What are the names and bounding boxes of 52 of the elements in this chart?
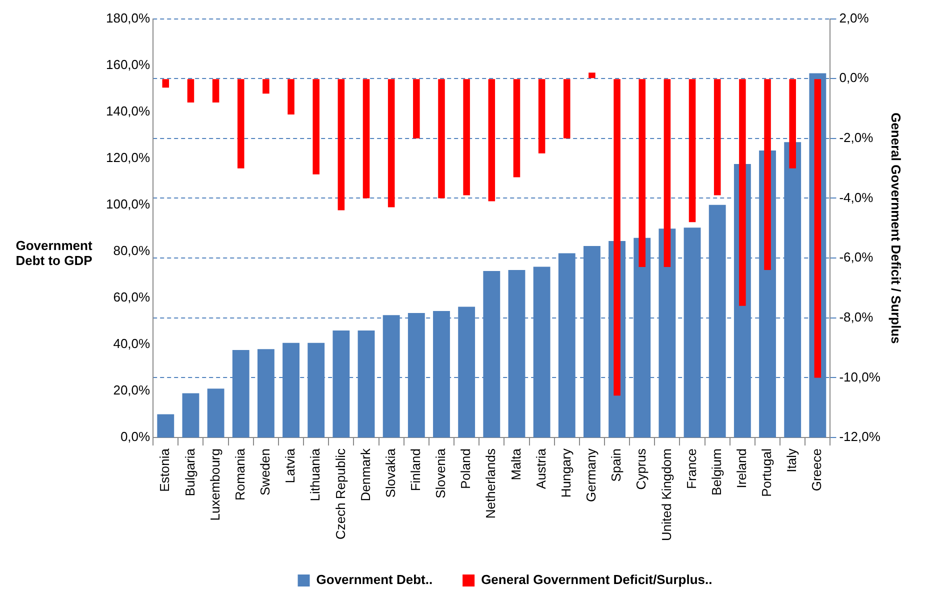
y-tick-label: 100,0% xyxy=(106,196,151,212)
x-tick-label: Hungary xyxy=(558,448,574,498)
x-tick-label: Poland xyxy=(458,448,474,489)
x-tick-label: Luxembourg xyxy=(207,448,222,521)
y2-tick-label: -2,0% xyxy=(839,130,874,146)
y-tick-label: 40,0% xyxy=(113,336,151,352)
x-tick-label: Czech Republic xyxy=(332,448,348,540)
x-tick-label: Netherlands xyxy=(483,448,498,519)
x-tick-label: Finland xyxy=(408,448,423,492)
y-tick-label: 140,0% xyxy=(106,103,151,118)
bar xyxy=(207,388,224,438)
x-tick-label: Malta xyxy=(508,448,524,480)
x-tick-label: Portugal xyxy=(759,448,774,497)
y-tick-label: 80,0% xyxy=(113,242,151,258)
y-tick-label: 20,0% xyxy=(113,382,151,398)
bar xyxy=(157,414,174,438)
x-tick-label: Cyprus xyxy=(634,448,649,490)
x-tick-label: Italy xyxy=(784,448,800,472)
x-tick-label: Greece xyxy=(809,448,824,492)
x-tick-label: Lithuania xyxy=(308,448,323,502)
legend-label: General Government Deficit/Surplus.. xyxy=(481,572,712,588)
x-tick-label: Sweden xyxy=(258,448,273,496)
y-tick-label: 0,0% xyxy=(120,429,151,444)
x-tick-label: Bulgaria xyxy=(182,448,198,496)
y-axis-title: Government Debt to GDP xyxy=(14,238,94,268)
y-tick-label: 60,0% xyxy=(113,290,151,305)
x-tick-label: Estonia xyxy=(157,448,172,492)
y2-tick-label: 0,0% xyxy=(839,70,870,86)
x-tick-label: Slovakia xyxy=(382,448,398,498)
legend-label: Government Debt.. xyxy=(316,572,433,588)
x-tick-label: Denmark xyxy=(358,448,373,502)
x-tick-label: Slovenia xyxy=(433,448,448,498)
y2-tick-label: -6,0% xyxy=(839,250,874,265)
bar xyxy=(182,393,200,438)
x-tick-label: Belgium xyxy=(708,448,724,496)
x-tick-label: Spain xyxy=(608,448,624,482)
y2-tick-label: -8,0% xyxy=(839,309,874,324)
x-tick-label: France xyxy=(684,448,699,489)
y2-tick-label: 2,0% xyxy=(839,10,870,26)
x-tick-label: Romania xyxy=(232,448,248,501)
y2-tick-label: -10,0% xyxy=(839,369,881,384)
x-tick-label: United Kingdom xyxy=(658,448,674,541)
y-tick-label: 120,0% xyxy=(106,150,151,165)
y2-tick-label: -12,0% xyxy=(839,429,881,444)
y-tick-label: 160,0% xyxy=(106,56,151,72)
x-tick-label: Austria xyxy=(533,448,548,489)
y-tick-label: 180,0% xyxy=(106,10,151,26)
x-tick-label: Ireland xyxy=(734,448,750,488)
y2-axis-title: General Government Deficit / Surplus xyxy=(888,112,904,344)
x-tick-label: Latvia xyxy=(282,448,298,484)
y2-tick-label: -4,0% xyxy=(839,190,874,205)
x-tick-label: Germany xyxy=(584,448,599,502)
